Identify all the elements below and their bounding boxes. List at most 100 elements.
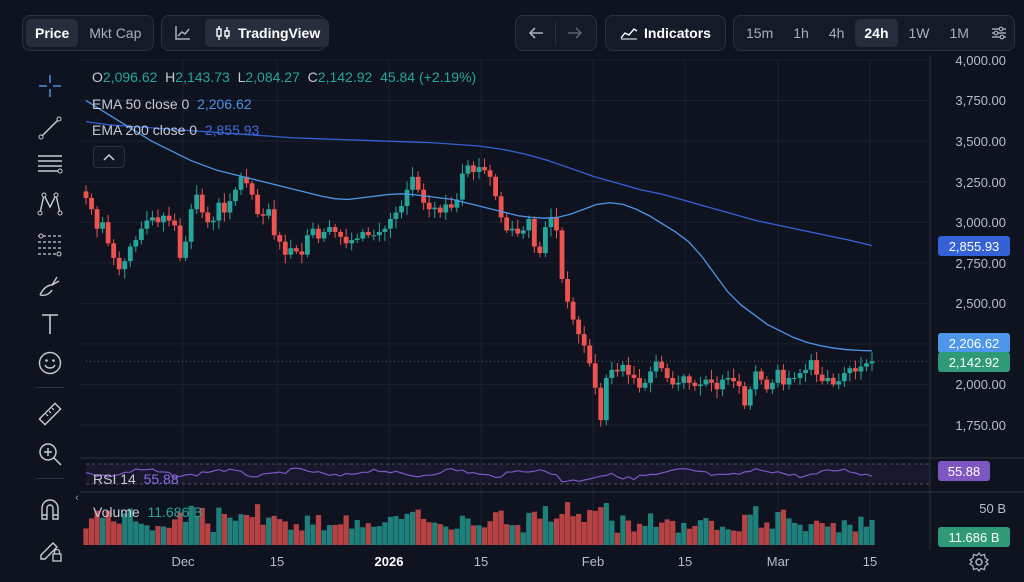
candle-body xyxy=(399,206,404,213)
volume-bar xyxy=(570,516,576,545)
volume-bar xyxy=(786,518,792,545)
rsi-line xyxy=(85,467,873,483)
text-tool[interactable] xyxy=(34,308,66,340)
back-button[interactable] xyxy=(519,19,553,47)
volume-bar xyxy=(293,524,299,545)
candle-body xyxy=(354,238,360,241)
candle-body xyxy=(758,371,764,380)
candle-body xyxy=(725,377,731,380)
candle-body xyxy=(83,191,89,198)
magnet-tool[interactable] xyxy=(34,494,66,526)
candle-body xyxy=(747,389,753,406)
volume-bar xyxy=(603,502,609,545)
candle-body xyxy=(410,176,415,190)
candle-body xyxy=(786,377,792,385)
candle-body xyxy=(587,345,593,364)
trend-line-tool[interactable] xyxy=(34,112,66,144)
ema200-legend[interactable]: EMA 200 close 0 2,855.93 xyxy=(92,122,259,138)
timeframe-1w[interactable]: 1W xyxy=(908,25,930,41)
indicators-button[interactable]: Indicators xyxy=(611,19,720,47)
timeframe-4h[interactable]: 4h xyxy=(828,25,845,41)
crosshair-tool[interactable] xyxy=(34,70,66,102)
volume-bar xyxy=(769,528,775,545)
volume-bar xyxy=(205,523,211,545)
volume-bar xyxy=(681,522,687,545)
volume-bar xyxy=(504,524,510,545)
volume-bar xyxy=(764,522,770,545)
pattern-tool[interactable] xyxy=(34,188,66,220)
rsi-value: 55.88 xyxy=(143,471,179,487)
ruler-tool[interactable] xyxy=(34,398,66,430)
candle-body xyxy=(482,167,487,171)
collapse-legend-button[interactable] xyxy=(93,146,125,168)
arrow-left-icon xyxy=(528,27,543,39)
candle-body xyxy=(166,215,172,221)
x-tick: 15 xyxy=(269,554,285,569)
volume-bar xyxy=(830,523,836,545)
ema200-value: 2,855.93 xyxy=(204,122,260,138)
rsi-label: RSI 14 xyxy=(93,471,136,487)
timeframe-15m[interactable]: 15m xyxy=(746,25,774,41)
volume-bar xyxy=(365,523,371,545)
volume-bar xyxy=(166,527,172,545)
chart-settings-button[interactable] xyxy=(982,19,1016,47)
candle-body xyxy=(288,248,294,255)
forward-button[interactable] xyxy=(558,19,592,47)
zoom-in-tool[interactable] xyxy=(34,438,66,470)
rsi-legend[interactable]: RSI 14 55.88 xyxy=(93,471,179,487)
ema200-price-tag: 2,855.93 xyxy=(938,236,1010,256)
horizontal-lines-tool[interactable] xyxy=(34,148,66,180)
volume-bar xyxy=(376,526,382,545)
tab-price[interactable]: Price xyxy=(26,19,79,47)
timeframe-24h[interactable]: 24h xyxy=(855,19,898,47)
volume-bar xyxy=(708,520,715,545)
toolbar-collapse-handle[interactable]: ‹ xyxy=(75,492,79,504)
last-price-tag: 2,142.92 xyxy=(938,352,1010,372)
candle-body xyxy=(89,197,94,210)
candle-body xyxy=(531,218,537,247)
volume-bar xyxy=(836,532,842,545)
candle-body xyxy=(847,368,853,374)
x-tick: 15 xyxy=(677,554,693,569)
indicators-label: Indicators xyxy=(644,25,711,41)
volume-bar xyxy=(249,517,255,545)
low-value: 2,084.27 xyxy=(245,69,300,85)
volume-bar xyxy=(409,511,416,545)
magnet-icon xyxy=(41,499,59,520)
volume-bar xyxy=(498,510,504,545)
candle-body xyxy=(659,361,665,369)
line-chart-button[interactable] xyxy=(165,19,201,47)
volume-bar xyxy=(282,521,288,545)
fib-tool[interactable] xyxy=(34,228,66,260)
volume-bar xyxy=(542,506,549,545)
tradingview-button[interactable]: TradingView xyxy=(205,19,330,47)
ema50-label: EMA 50 close 0 xyxy=(92,96,190,112)
volume-legend[interactable]: Volume 11.686 B xyxy=(93,504,203,520)
low-key: L xyxy=(237,69,246,85)
ema50-legend[interactable]: EMA 50 close 0 2,206.62 xyxy=(92,96,252,112)
volume-bar xyxy=(620,515,626,545)
candle-body xyxy=(753,371,759,390)
timeframe-1h[interactable]: 1h xyxy=(793,25,809,41)
chart-type-tabs: Price Mkt Cap xyxy=(22,15,154,51)
candle-body xyxy=(172,220,177,226)
candle-body xyxy=(836,381,842,385)
tab-market-cap[interactable]: Mkt Cap xyxy=(89,25,142,41)
emoji-tool[interactable] xyxy=(34,347,66,379)
volume-bar xyxy=(808,524,814,545)
volume-bar xyxy=(515,525,521,545)
timeframe-1m[interactable]: 1M xyxy=(949,25,969,41)
candles-icon xyxy=(216,26,230,40)
y-tick: 2,000.00 xyxy=(955,377,1006,392)
volume-bar xyxy=(360,527,366,545)
top-bar: Price Mkt Cap TradingView Indicators 15m… xyxy=(0,0,1024,62)
pattern-icon xyxy=(37,192,63,216)
gear-icon[interactable] xyxy=(968,551,990,573)
candle-body xyxy=(504,217,510,231)
brush-tool[interactable] xyxy=(34,270,66,302)
navigation-group xyxy=(515,15,597,51)
candle-body xyxy=(592,363,598,388)
rsi-pane xyxy=(85,463,930,485)
lock-edit-tool[interactable] xyxy=(34,534,66,566)
